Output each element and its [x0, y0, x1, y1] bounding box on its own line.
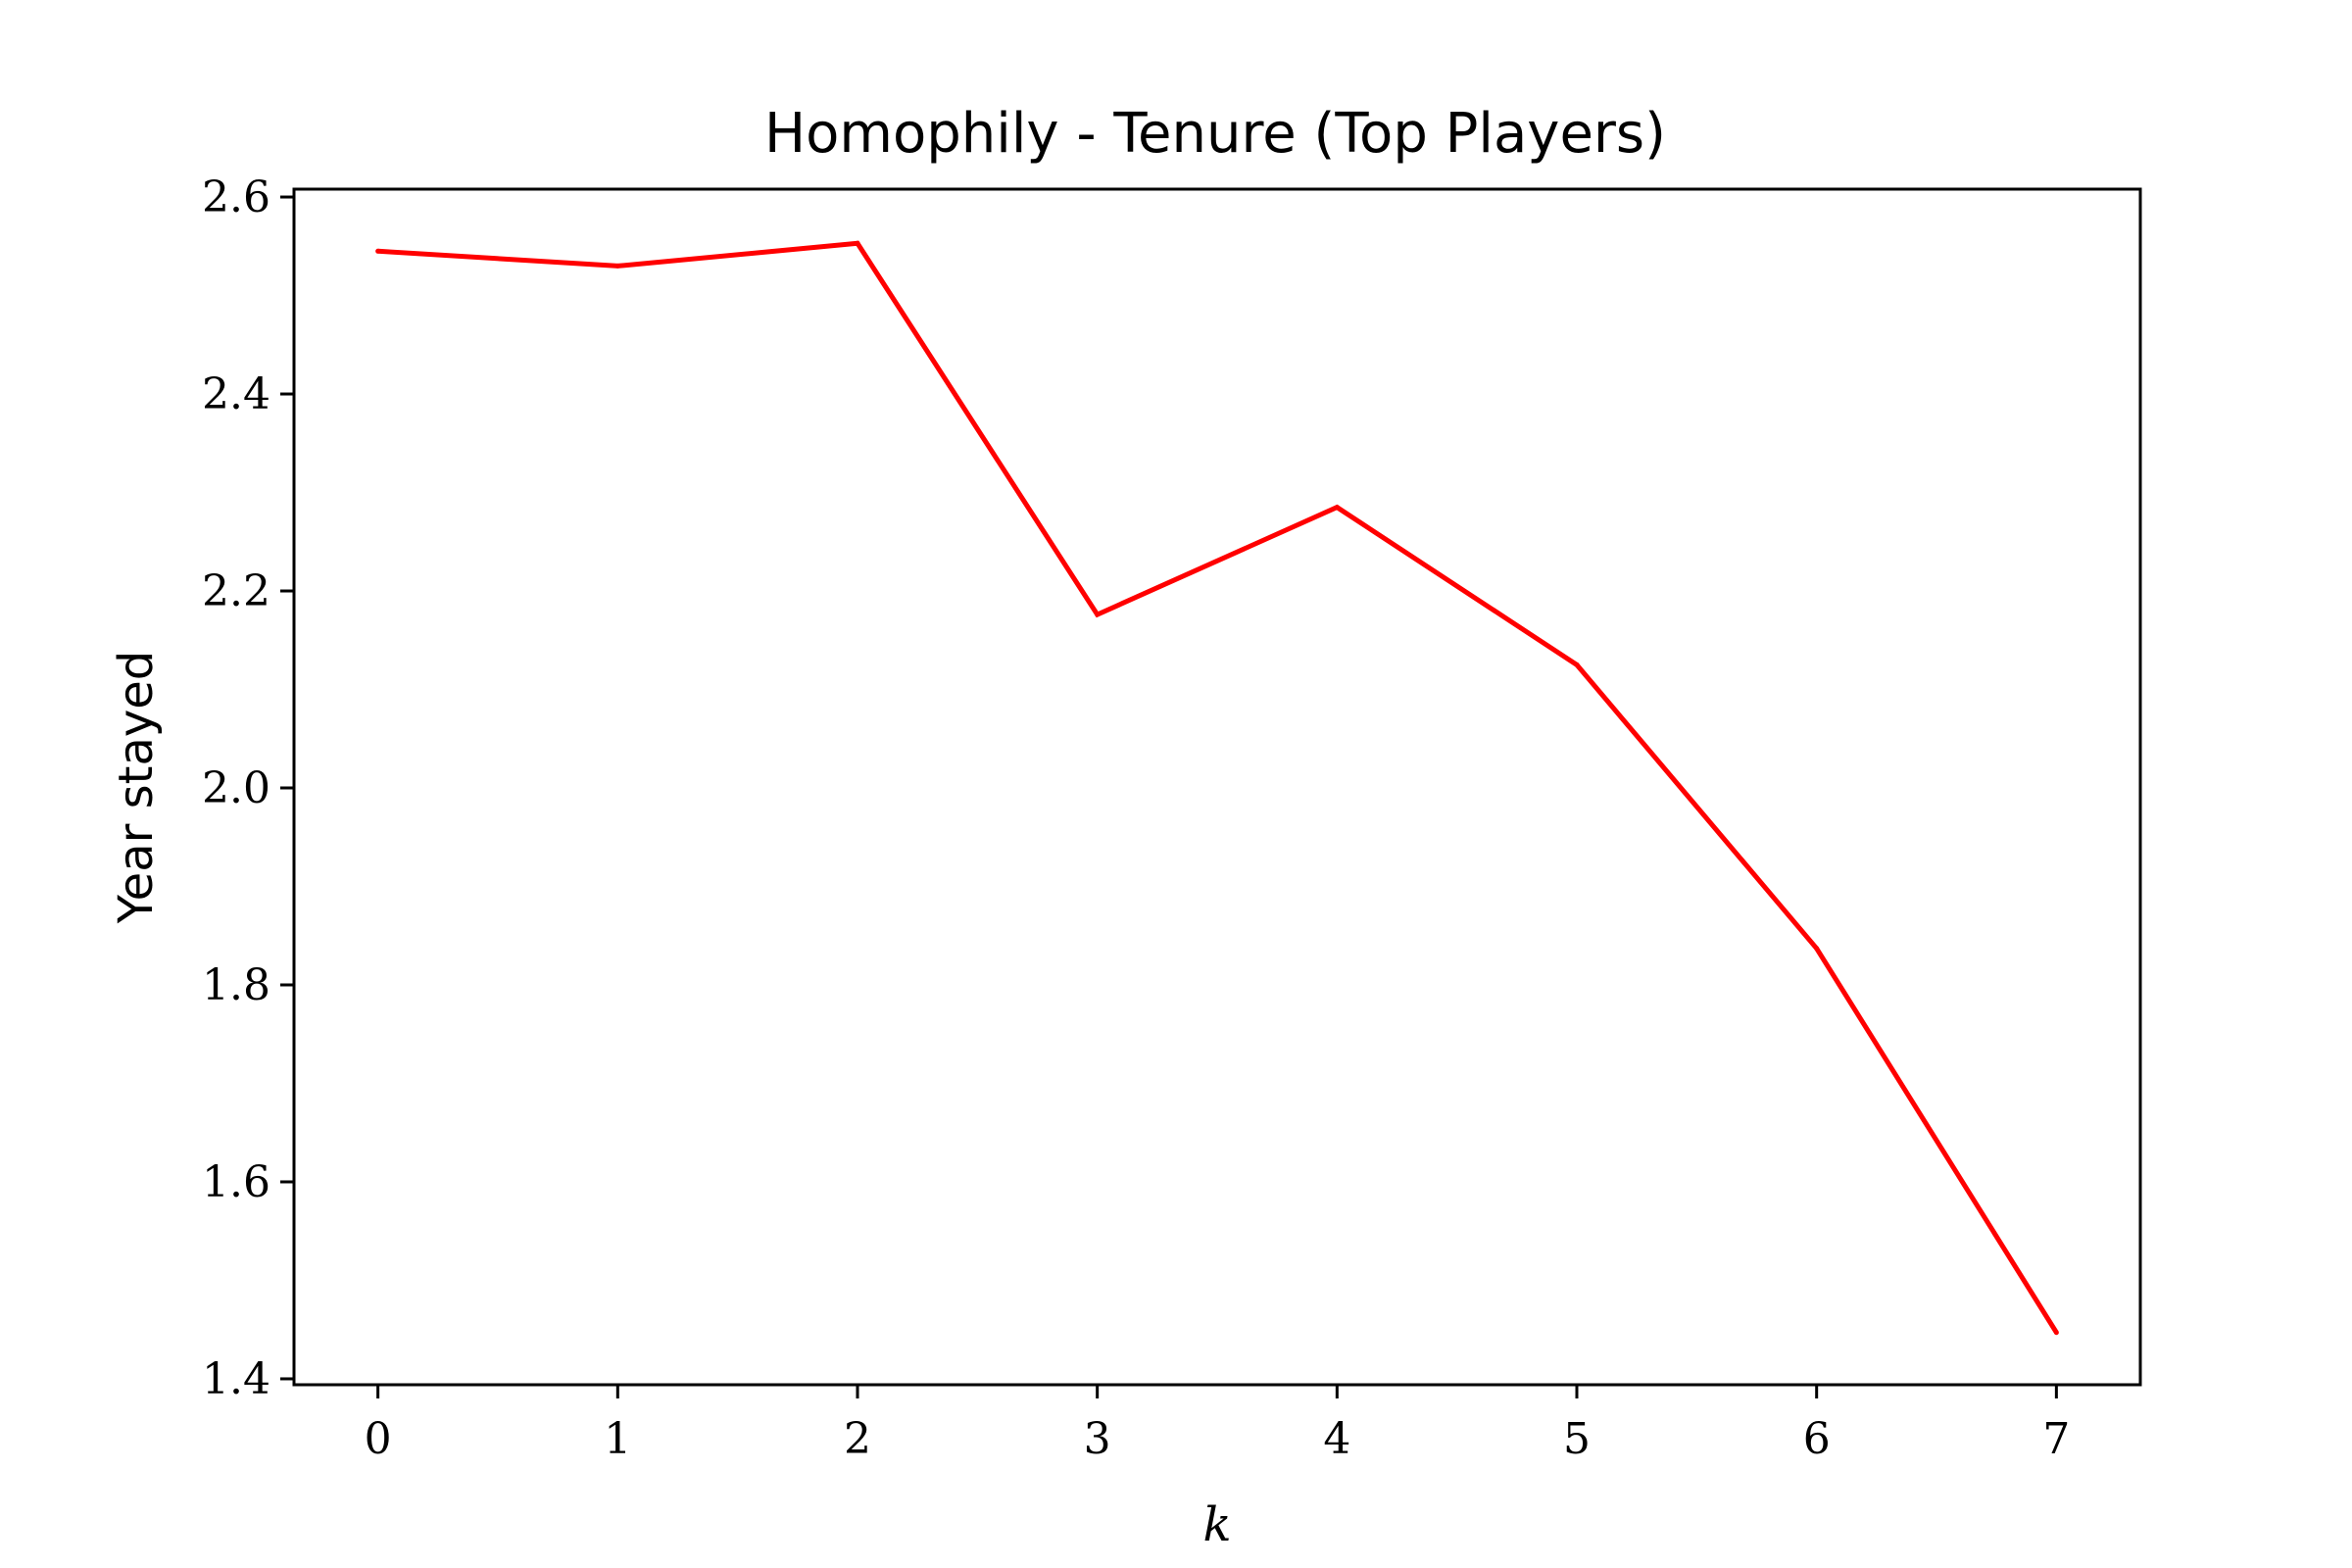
data-point: [614, 263, 620, 269]
x-tick-label: 4: [1323, 1414, 1350, 1464]
series-group: [375, 240, 2059, 1336]
x-tick-label: 2: [844, 1414, 871, 1464]
data-point: [375, 248, 381, 254]
y-axis-label: Year stayed: [109, 651, 164, 925]
data-point: [855, 240, 860, 246]
x-tick-label: 0: [365, 1414, 392, 1464]
y-tick-label: 2.2: [202, 566, 270, 616]
y-tick-label: 1.4: [202, 1354, 270, 1404]
x-tick-label: 6: [1803, 1414, 1831, 1464]
x-tick-label: 1: [604, 1414, 631, 1464]
y-tick-label: 2.6: [202, 172, 270, 222]
data-point: [1814, 946, 1820, 952]
y-tick-label: 2.4: [202, 369, 270, 419]
y-axis: 1.4 1.6 1.8 2.0 2.2 2.4 2.6: [202, 172, 294, 1404]
x-tick-label: 5: [1563, 1414, 1591, 1464]
x-tick-label: 3: [1084, 1414, 1111, 1464]
y-tick-label: 1.8: [202, 960, 270, 1010]
plot-area: 0 1 2 3 4 5 6 7 1.4 1.6 1.8 2.0 2.2 2.4 2.6: [202, 172, 2142, 1464]
axes-frame: [292, 187, 2142, 1387]
x-tick-label: 7: [2042, 1414, 2070, 1464]
y-tick-label: 1.6: [202, 1157, 270, 1207]
series-line: [377, 240, 2059, 1335]
data-point: [1334, 505, 1340, 511]
data-point: [2053, 1330, 2059, 1336]
x-axis-label: k: [1202, 1497, 1231, 1552]
y-tick-label: 2.0: [202, 763, 270, 813]
chart-title: Homophily - Tenure (Top Players): [764, 102, 1666, 166]
x-axis: 0 1 2 3 4 5 6 7: [365, 1385, 2070, 1464]
data-point: [1095, 612, 1101, 617]
data-point: [1574, 662, 1580, 667]
